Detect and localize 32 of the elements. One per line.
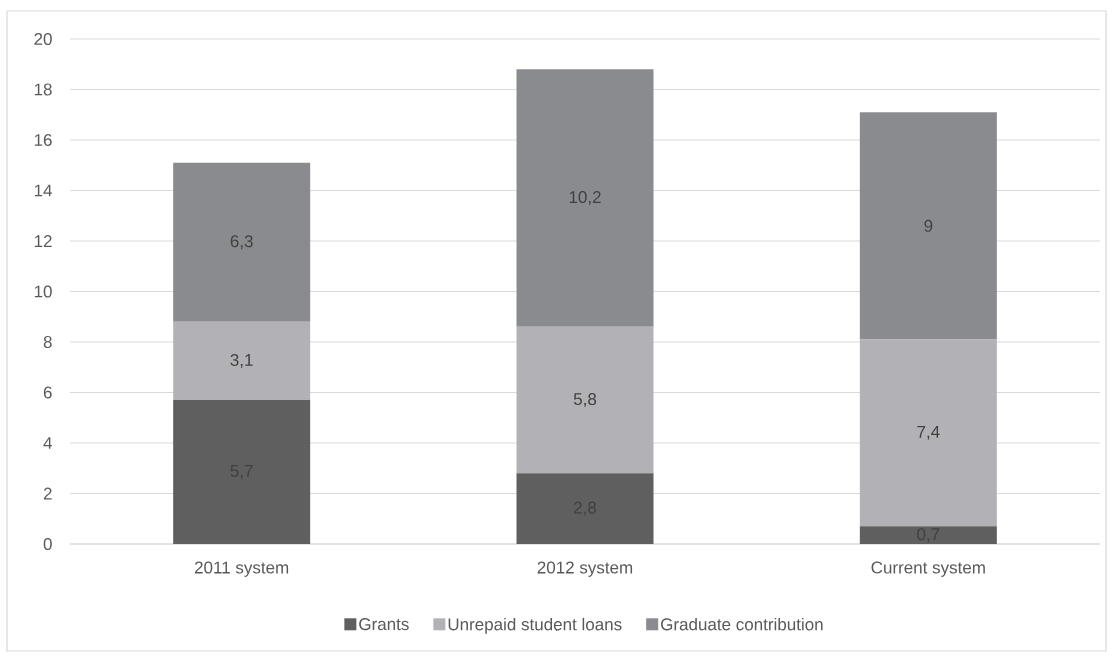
y-tick-label: 14 <box>34 184 52 197</box>
y-tick-label: 4 <box>43 437 52 449</box>
legend-label: Unrepaid student loans <box>448 617 622 634</box>
data-label: 5,8 <box>573 393 597 408</box>
y-tick-label: 16 <box>34 133 52 147</box>
x-tick-label: 2011 system <box>194 561 289 577</box>
data-label: 9 <box>924 219 933 232</box>
legend-label: Grants <box>359 618 409 631</box>
y-tick-label: 8 <box>43 335 52 349</box>
x-tick-label: Current system <box>871 561 985 577</box>
y-tick-label: 2 <box>43 487 52 500</box>
bar <box>859 339 997 527</box>
y-tick-label: 0 <box>43 537 52 551</box>
bar <box>173 400 311 544</box>
legend-label: Graduate contribution <box>661 617 823 631</box>
y-tick-label: 12 <box>34 235 52 247</box>
data-label: 7,4 <box>917 425 940 440</box>
bar <box>859 112 997 340</box>
y-tick-label: 18 <box>34 83 52 96</box>
bar <box>516 69 654 327</box>
y-tick-label: 10 <box>34 285 52 298</box>
data-label: 3,1 <box>230 353 253 368</box>
bar <box>173 162 311 322</box>
y-tick-label: 6 <box>43 386 52 399</box>
data-label: 6,3 <box>230 235 253 250</box>
x-tick-label: 2012 system <box>537 561 633 577</box>
bar <box>516 326 654 474</box>
y-tick-label: 20 <box>34 32 52 46</box>
data-label: 10,2 <box>569 191 601 206</box>
bar <box>173 321 311 401</box>
bar <box>516 473 654 544</box>
bar <box>859 526 997 544</box>
